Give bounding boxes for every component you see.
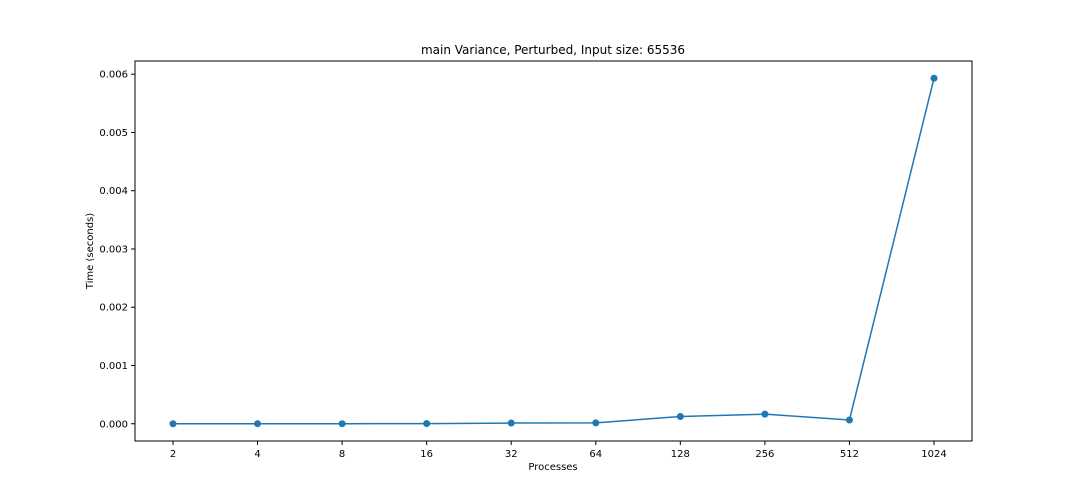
x-axis-label: Processes: [528, 462, 577, 473]
x-tick-label: 64: [589, 449, 602, 460]
chart-title: main Variance, Perturbed, Input size: 65…: [421, 43, 685, 57]
x-tick-label: 128: [671, 449, 690, 460]
y-axis-label: Time (seconds): [85, 213, 96, 290]
x-tick-label: 16: [420, 449, 433, 460]
data-point: [845, 416, 853, 424]
y-tick-label: 0.005: [99, 128, 128, 139]
x-tick-label: 4: [254, 449, 260, 460]
data-point: [338, 420, 346, 428]
data-point: [676, 412, 684, 420]
y-tick-label: 0.003: [99, 244, 128, 255]
x-tick-label: 1024: [921, 449, 946, 460]
data-point: [169, 420, 177, 428]
data-point: [592, 419, 600, 427]
x-tick-label: 256: [755, 449, 774, 460]
data-point: [254, 420, 262, 428]
x-tick-label: 8: [339, 449, 345, 460]
x-tick-label: 32: [505, 449, 518, 460]
y-tick-label: 0.000: [99, 419, 128, 430]
data-point: [761, 410, 769, 418]
plot-area: 0.000 0.001 0.002 0.003 0.004 0.005 0.006 2 4 8 1…: [99, 60, 973, 460]
y-tick-label: 0.002: [99, 303, 128, 314]
x-axis: 2 4 8 16 32 64 128 256 512 1024: [170, 441, 947, 460]
plot-frame: [134, 60, 973, 442]
y-tick-label: 0.001: [99, 361, 128, 372]
y-tick-label: 0.006: [99, 70, 128, 81]
y-axis: 0.000 0.001 0.002 0.003 0.004 0.005 0.006: [99, 70, 135, 430]
y-tick-label: 0.004: [99, 186, 128, 197]
series-line: [172, 78, 935, 425]
x-tick-label: 2: [170, 449, 176, 460]
series-layer: [169, 74, 938, 428]
data-point: [507, 419, 515, 427]
x-tick-label: 512: [840, 449, 859, 460]
data-point: [423, 420, 431, 428]
data-point: [930, 74, 938, 82]
